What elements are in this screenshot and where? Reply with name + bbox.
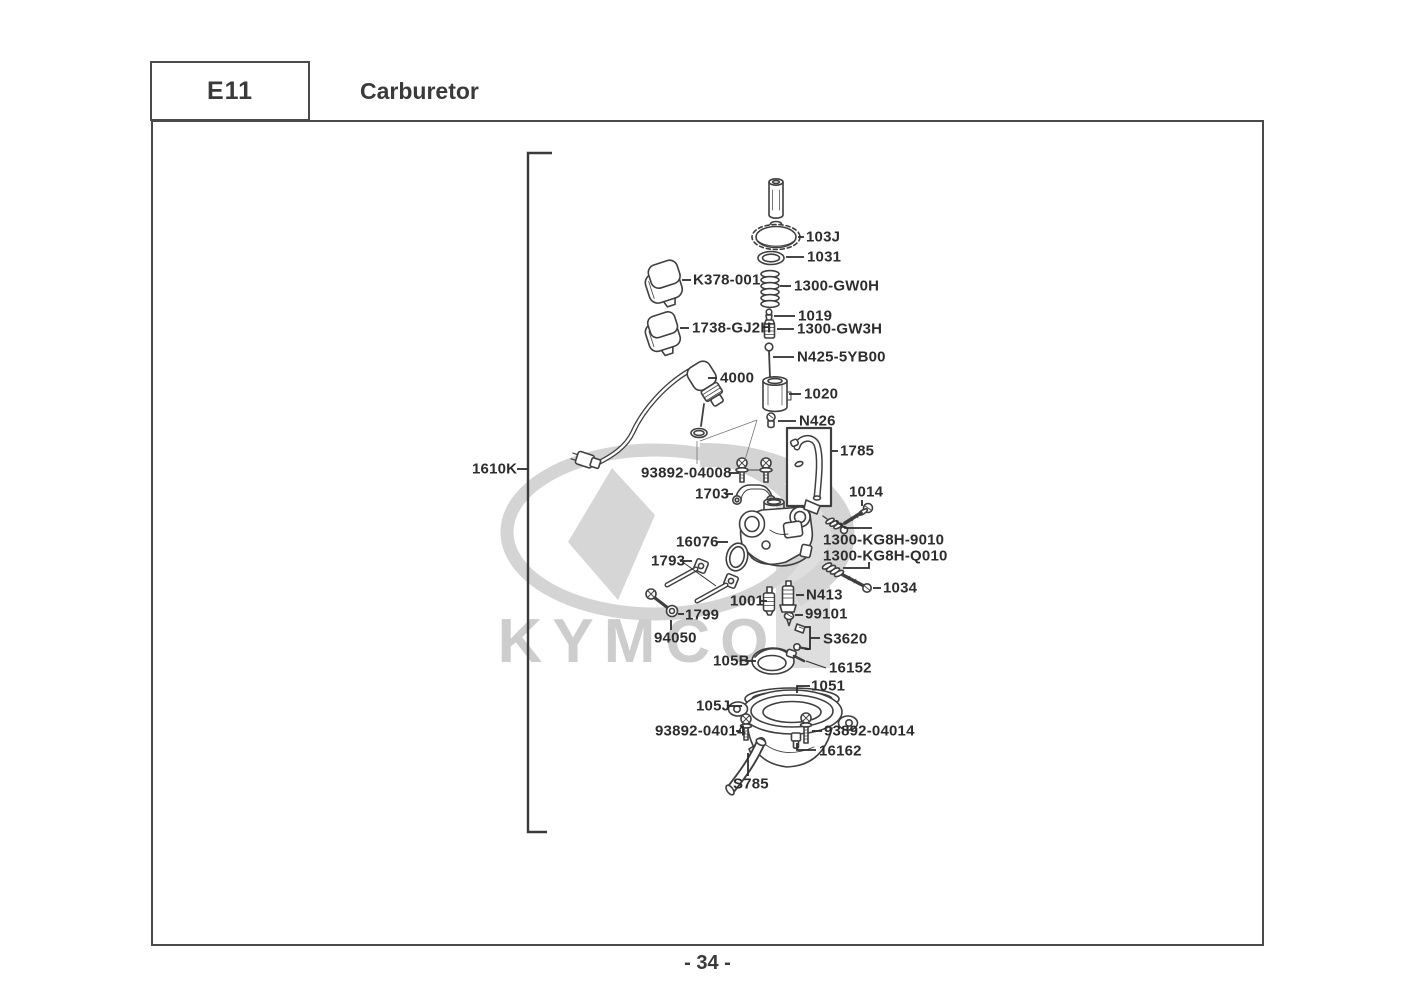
part-label-105j: 105J — [696, 697, 731, 715]
part-label-1703: 1703 — [695, 485, 730, 503]
part-label-99101: 99101 — [805, 605, 848, 623]
part-1014-drawing — [839, 502, 874, 527]
part-label-1300-gw0h: 1300-GW0H — [794, 277, 880, 295]
part-105b-drawing — [751, 647, 797, 675]
section-code: E11 — [206, 76, 254, 105]
part-label-16162: 16162 — [819, 742, 862, 760]
part-label-94050: 94050 — [654, 629, 697, 647]
watermark-text: KYMCO — [498, 607, 779, 676]
part-gw3h-drawing — [763, 319, 776, 339]
part-label-1014: 1014 — [849, 483, 884, 501]
part-label-1738-gj2h: 1738-GJ2H — [692, 319, 772, 337]
parts-artwork — [570, 178, 874, 796]
page-number: - 34 - — [684, 952, 731, 974]
assembly-bracket — [526, 151, 552, 834]
part-label-4000: 4000 — [720, 369, 755, 387]
part-label-1300-kg8h-q010: 1300-KG8H-Q010 — [823, 547, 948, 565]
part-label-103j: 103J — [806, 228, 841, 246]
part-1799-94050-drawing — [645, 588, 679, 618]
part-label-k378-001: K378-001 — [693, 271, 761, 289]
part-kg8h-q010-drawing — [821, 562, 872, 593]
part-label-n413: N413 — [806, 586, 843, 604]
part-label-1300-gw3h: 1300-GW3H — [797, 320, 883, 338]
part-16152-drawing — [792, 654, 806, 663]
part-k378-drawing — [644, 259, 684, 308]
part-label-1034: 1034 — [883, 579, 918, 597]
assembly-label-1610k: 1610K — [472, 460, 518, 478]
watermark-swoosh — [699, 442, 855, 606]
part-label-1020: 1020 — [804, 385, 839, 403]
part-label-1793: 1793 — [651, 552, 686, 570]
section-code-box: E11 — [150, 61, 310, 121]
part-label-n425-5yb00: N425-5YB00 — [797, 348, 886, 366]
leader-lines — [517, 236, 881, 776]
part-1001-drawing — [762, 586, 776, 616]
part-label-1785: 1785 — [840, 442, 875, 460]
part-label-16152: 16152 — [829, 659, 872, 677]
part-16076-drawing — [725, 542, 749, 572]
page-title: Carburetor — [360, 78, 479, 104]
part-label-105b: 105B — [713, 652, 750, 670]
part-label-1031: 1031 — [807, 248, 842, 266]
part-top-cap-drawing — [751, 220, 801, 251]
part-n413-drawing — [779, 580, 797, 613]
part-label-s785: S785 — [733, 775, 769, 793]
part-label-s3620: S3620 — [823, 630, 868, 648]
part-carburetor-body-drawing — [738, 497, 821, 567]
part-cable-guide-drawing — [768, 178, 784, 219]
part-label-93892-04008: 93892-04008 — [641, 464, 732, 482]
part-1020-drawing — [762, 375, 792, 413]
part-gj2h-drawing — [644, 311, 682, 357]
part-label-93892-04014-right: 93892-04014 — [824, 722, 915, 740]
part-label-n426: N426 — [799, 412, 836, 430]
part-jet-needle-drawing — [764, 342, 774, 384]
part-label-16076: 16076 — [676, 533, 719, 551]
part-label-93892-04014-left: 93892-04014 — [655, 722, 746, 740]
part-kg8h-9010-drawing — [822, 515, 849, 535]
part-s3620-drawing — [792, 623, 810, 651]
watermark-emblem — [568, 468, 655, 600]
part-label-1001: 1001 — [730, 592, 765, 610]
part-label-1051: 1051 — [811, 677, 846, 695]
diagram-frame — [151, 120, 1264, 946]
part-spring-drawing — [760, 269, 780, 309]
part-label-1019: 1019 — [798, 307, 833, 325]
part-label-1300-kg8h-9010: 1300-KG8H-9010 — [823, 531, 945, 549]
part-16162-drawing — [790, 732, 802, 749]
part-n426-drawing — [766, 412, 776, 429]
part-oring-1031-drawing — [757, 250, 785, 266]
part-99101-drawing — [783, 611, 795, 627]
part-screws-04008-drawing — [735, 457, 773, 483]
part-label-1799: 1799 — [685, 606, 720, 624]
part-1793-drawing — [664, 557, 740, 604]
part-1785-drawing — [785, 426, 833, 508]
part-screws-04014-drawing — [739, 712, 813, 744]
part-auto-bystarter-drawing — [570, 360, 724, 470]
